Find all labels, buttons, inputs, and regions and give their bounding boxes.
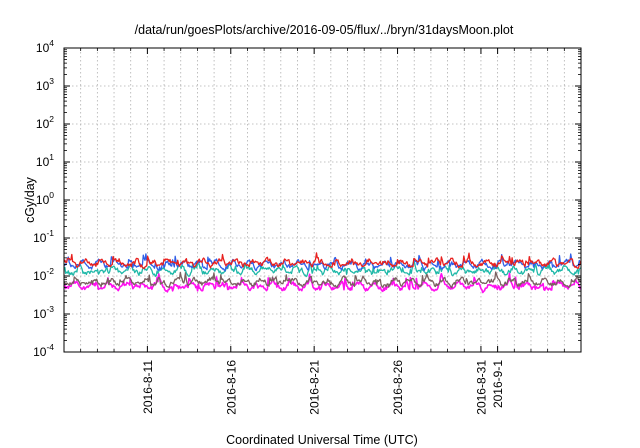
chart-title: /data/run/goesPlots/archive/2016-09-05/f… bbox=[135, 23, 514, 37]
series-line bbox=[64, 252, 581, 270]
x-axis-label: Coordinated Universal Time (UTC) bbox=[226, 433, 418, 447]
y-axis-label: cGy/day bbox=[23, 176, 37, 223]
series-line bbox=[64, 260, 581, 278]
x-tick-label: 2016-8-21 bbox=[308, 360, 322, 415]
gridlines bbox=[64, 48, 581, 352]
x-tick-label: 2016-8-31 bbox=[474, 360, 488, 415]
x-axis: 2016-8-11 2016-8-16 2016-8-21 2016-8-26 2016… bbox=[80, 48, 565, 415]
x-tick-label: 2016-8-26 bbox=[391, 360, 405, 415]
x-tick-label: 2016-9-1 bbox=[491, 360, 505, 408]
series-line bbox=[64, 271, 581, 289]
x-tick-label: 2016-8-11 bbox=[141, 360, 155, 414]
x-tick-label: 2016-8-16 bbox=[224, 360, 238, 415]
series-lines bbox=[64, 252, 581, 294]
